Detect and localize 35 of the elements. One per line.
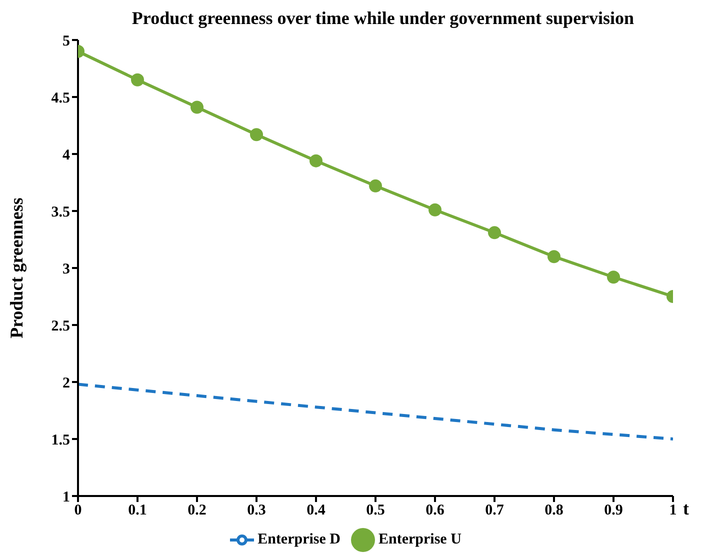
point — [428, 203, 442, 216]
point — [310, 154, 322, 168]
y-tick-label: 2.5 — [51, 318, 70, 334]
y-tick-label: 4.5 — [51, 90, 70, 106]
y-axis-title: Product greenness — [6, 198, 26, 338]
point — [488, 226, 501, 240]
x-tick-label: 0.4 — [306, 502, 326, 519]
y-tick-label: 3 — [62, 261, 70, 278]
x-tick-label: 0.7 — [485, 502, 504, 519]
x-tick-label: 0.3 — [247, 502, 266, 519]
y-tick-label: 4 — [62, 147, 70, 164]
y-tick-label: 5 — [62, 33, 70, 50]
point — [369, 179, 382, 192]
chart-title: Product greenness over time while under government supervision — [130, 8, 636, 30]
x-tick-label: 0 — [74, 502, 82, 519]
x-tick-label: 1 — [669, 502, 677, 519]
x-tick-label: 0.8 — [544, 502, 564, 519]
x-tick-label: 0.5 — [366, 502, 385, 519]
y-tick-label: 3.5 — [51, 204, 70, 220]
x-tick-label: 0.9 — [604, 502, 623, 519]
x-tick-label: 0.1 — [128, 502, 147, 519]
point — [548, 250, 560, 264]
y-tick-label: 2 — [62, 375, 70, 392]
legend-label: Enterprise U — [378, 531, 462, 548]
line-series — [78, 382, 673, 440]
point — [190, 100, 204, 114]
x-tick-label: 0.6 — [426, 502, 445, 519]
point — [607, 270, 620, 284]
x-axis-title: t — [683, 498, 689, 518]
point — [250, 128, 263, 142]
point — [131, 73, 144, 86]
y-tick-label: 1 — [62, 489, 70, 506]
y-tick-label: 1.5 — [51, 432, 70, 448]
x-tick-label: 0.2 — [188, 502, 206, 519]
legend-label: Enterprise D — [258, 531, 340, 548]
